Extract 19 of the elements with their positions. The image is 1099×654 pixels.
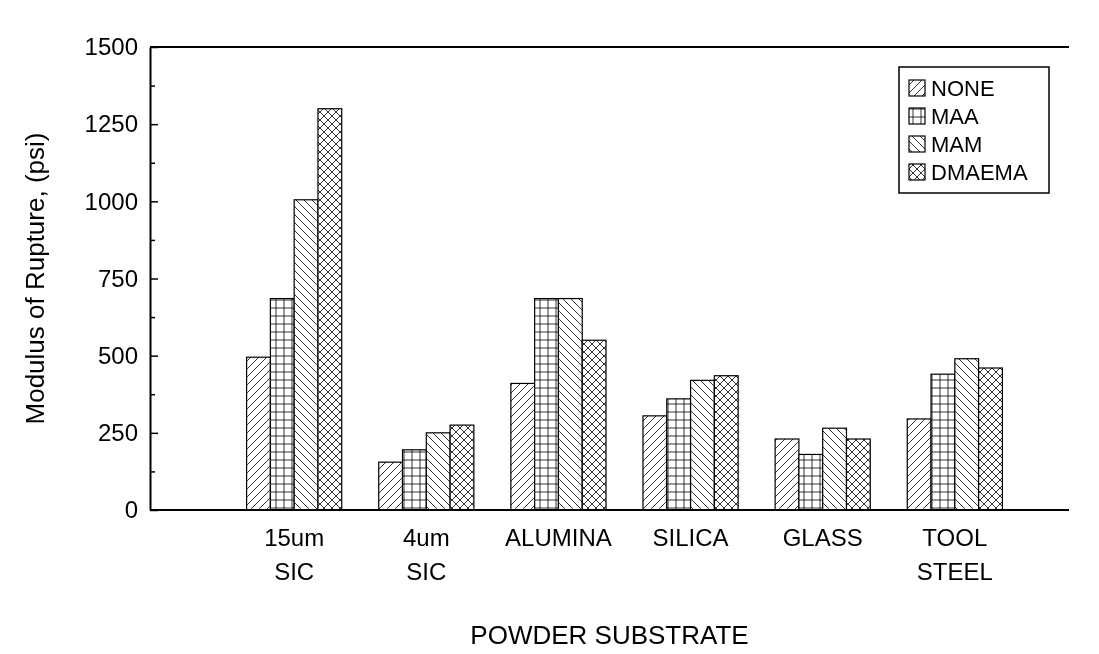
- y-tick-label: 250: [97, 419, 138, 447]
- y-tick-label: 0: [124, 496, 138, 524]
- x-tick-label: SILICA: [652, 524, 729, 551]
- y-tick-label: 1000: [84, 187, 138, 215]
- x-tick-label: 15um SIC: [264, 524, 325, 585]
- x-tick-label: 4um SIC: [402, 524, 450, 585]
- legend-label: NONE: [931, 76, 995, 101]
- y-tick-label: 500: [97, 341, 138, 369]
- y-tick-label: 1500: [84, 33, 138, 61]
- x-tick-label: GLASS: [782, 524, 863, 551]
- legend-label: MAA: [931, 104, 979, 129]
- y-tick-label: 750: [97, 264, 138, 292]
- x-axis-title: POWDER SUBSTRATE: [470, 620, 749, 650]
- x-tick-label: ALUMINA: [505, 524, 612, 551]
- y-axis-title: Modulus of Rupture, (psi): [20, 132, 50, 425]
- y-tick-label: 1250: [84, 110, 138, 138]
- legend-label: MAM: [931, 132, 983, 157]
- x-tick-label: TOOL STEEL: [916, 524, 993, 585]
- legend-label: DMAEMA: [931, 160, 1028, 185]
